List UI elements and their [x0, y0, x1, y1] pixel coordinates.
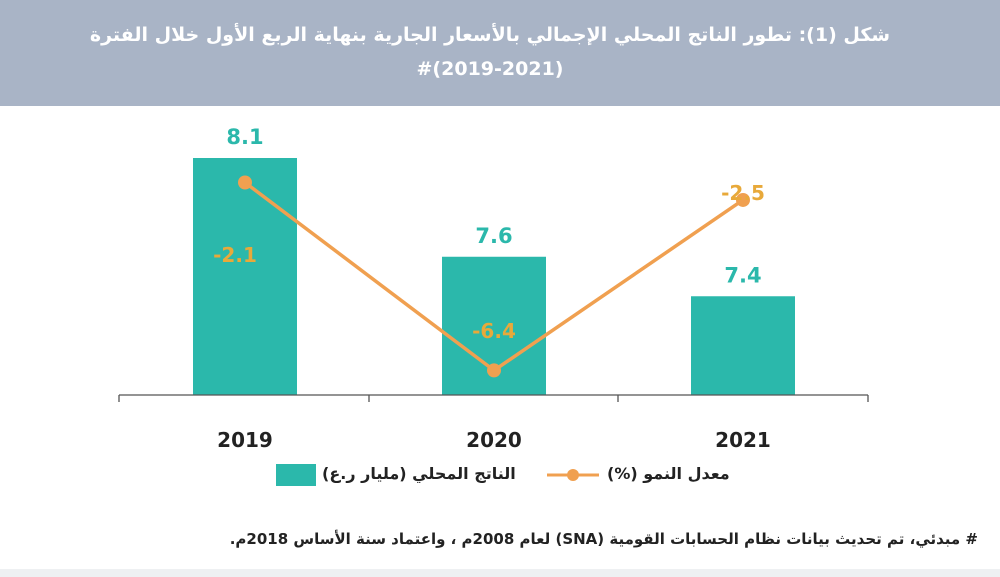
x-axis [118, 394, 869, 402]
title-banner: شكل (1): تطور الناتج المحلي الإجمالي بال… [0, 0, 1000, 106]
bottom-strip [0, 569, 1000, 577]
bar-value-label: 7.6 [475, 224, 512, 248]
legend-item-growth-rate: معدل النمو (%) [545, 462, 745, 488]
legend-label-gdp: الناتج المحلي (مليار ر.ع) [322, 464, 516, 483]
bar-value-label: 7.4 [724, 263, 761, 287]
footnote: # مبدئي، تم تحديث بيانات نظام الحسابات ا… [229, 530, 978, 548]
bar-2019 [193, 158, 297, 395]
legend-bar-swatch [276, 464, 316, 486]
bar-value-label: 8.1 [226, 125, 263, 149]
legend-item-gdp: الناتج المحلي (مليار ر.ع) [276, 462, 536, 488]
legend-line-marker [547, 469, 599, 481]
bar-series [193, 158, 795, 395]
growth-value-label: -2.1 [213, 243, 257, 267]
x-tick-label: 2021 [715, 428, 771, 452]
growth-value-label: -2.5 [721, 181, 765, 205]
data-labels: 2019 8.1 2020 7.6 2021 7.4 -2.1 -6.4 -2.5 [213, 125, 771, 452]
legend-label-growth-rate: معدل النمو (%) [607, 464, 730, 483]
x-tick-label: 2020 [466, 428, 522, 452]
x-tick-label: 2019 [217, 428, 273, 452]
bar-2021 [691, 296, 795, 395]
growth-point-2021 [736, 192, 750, 207]
growth-point-2019 [238, 175, 252, 190]
chart-area: 2019 8.1 2020 7.6 2021 7.4 -2.1 -6.4 -2.5 [118, 125, 869, 452]
growth-point-2020 [487, 363, 501, 378]
chart-title: شكل (1): تطور الناتج المحلي الإجمالي بال… [89, 24, 891, 80]
growth-rate-line [238, 175, 750, 378]
growth-value-label: -6.4 [472, 319, 516, 343]
